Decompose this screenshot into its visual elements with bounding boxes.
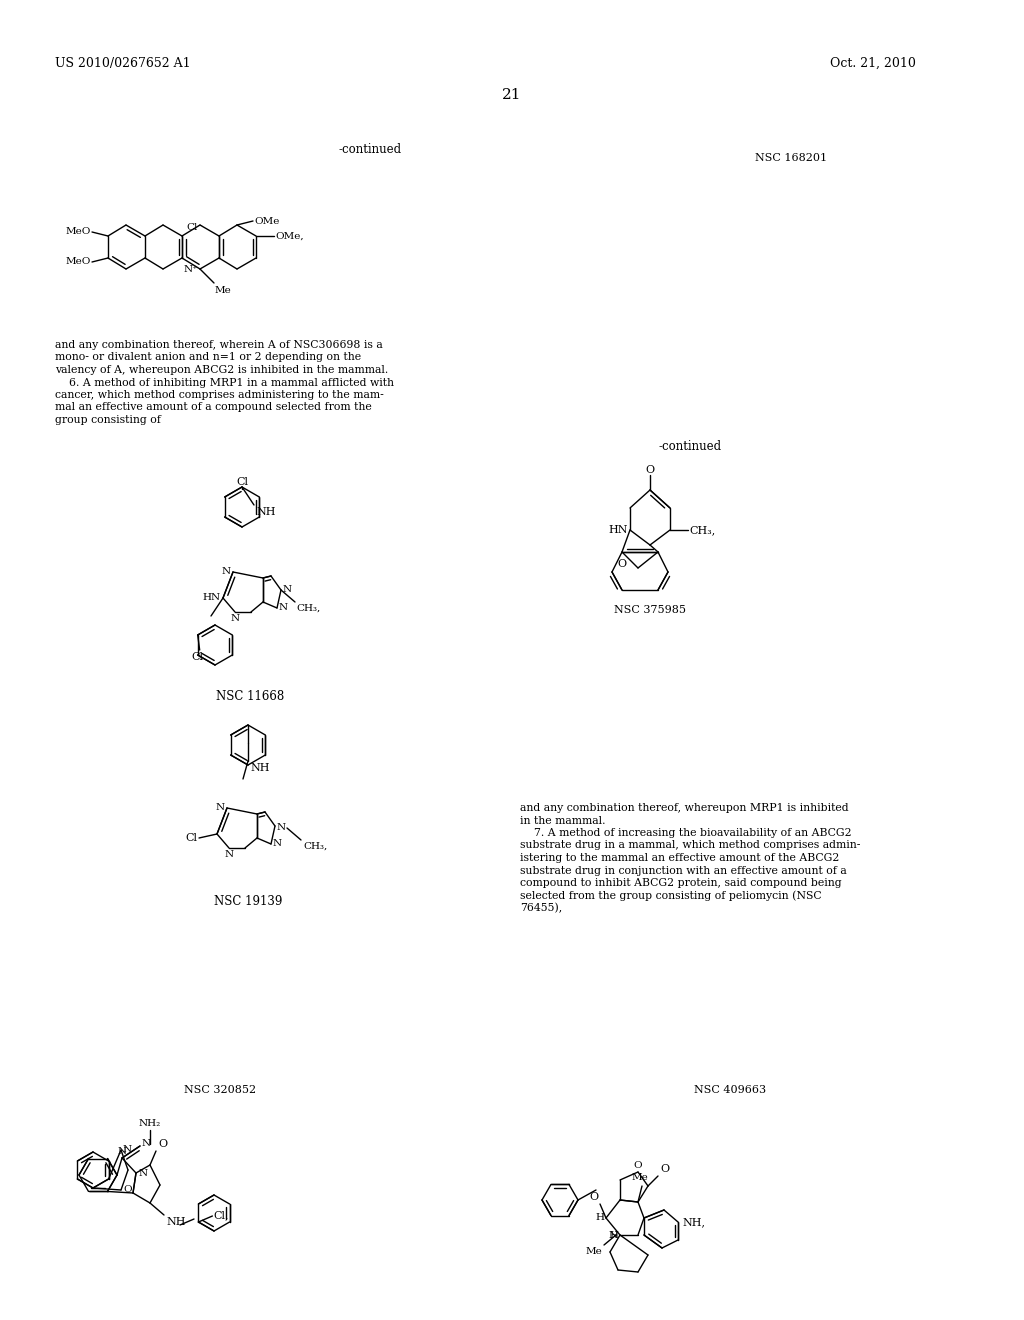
Text: 6. A method of inhibiting MRP1 in a mammal afflicted with: 6. A method of inhibiting MRP1 in a mamm… bbox=[55, 378, 394, 388]
Text: compound to inhibit ABCG2 protein, said compound being: compound to inhibit ABCG2 protein, said … bbox=[520, 878, 842, 888]
Text: O: O bbox=[660, 1164, 669, 1173]
Text: MeO: MeO bbox=[66, 227, 91, 236]
Text: MeO: MeO bbox=[66, 257, 91, 267]
Text: NH: NH bbox=[166, 1217, 185, 1228]
Text: istering to the mammal an effective amount of the ABCG2: istering to the mammal an effective amou… bbox=[520, 853, 840, 863]
Text: group consisting of: group consisting of bbox=[55, 414, 161, 425]
Text: HN: HN bbox=[608, 525, 628, 535]
Text: HN: HN bbox=[203, 594, 221, 602]
Text: O: O bbox=[589, 1192, 598, 1203]
Text: 7. A method of increasing the bioavailability of an ABCG2: 7. A method of increasing the bioavailab… bbox=[520, 828, 852, 838]
Text: O: O bbox=[158, 1139, 167, 1148]
Text: H: H bbox=[595, 1213, 604, 1222]
Text: O: O bbox=[617, 558, 627, 569]
Text: O: O bbox=[123, 1185, 132, 1195]
Text: US 2010/0267652 A1: US 2010/0267652 A1 bbox=[55, 57, 190, 70]
Text: N: N bbox=[283, 586, 292, 594]
Text: N: N bbox=[142, 1139, 152, 1148]
Text: O: O bbox=[634, 1162, 642, 1170]
Text: CH₃,: CH₃, bbox=[303, 842, 328, 851]
Text: substrate drug in a mammal, which method comprises admin-: substrate drug in a mammal, which method… bbox=[520, 841, 860, 850]
Text: NSC 409663: NSC 409663 bbox=[694, 1085, 766, 1096]
Text: N: N bbox=[273, 840, 283, 849]
Text: N⁺: N⁺ bbox=[183, 264, 198, 273]
Text: N: N bbox=[609, 1230, 618, 1239]
Text: NSC 375985: NSC 375985 bbox=[614, 605, 686, 615]
Text: and any combination thereof, whereupon MRP1 is inhibited: and any combination thereof, whereupon M… bbox=[520, 803, 849, 813]
Text: substrate drug in conjunction with an effective amount of a: substrate drug in conjunction with an ef… bbox=[520, 866, 847, 875]
Text: cancer, which method comprises administering to the mam-: cancer, which method comprises administe… bbox=[55, 389, 384, 400]
Text: NSC 320852: NSC 320852 bbox=[184, 1085, 256, 1096]
Text: in the mammal.: in the mammal. bbox=[520, 816, 605, 825]
Text: 76455),: 76455), bbox=[520, 903, 562, 913]
Text: Cl: Cl bbox=[191, 652, 204, 663]
Text: O: O bbox=[645, 465, 654, 475]
Text: CH₃,: CH₃, bbox=[296, 605, 321, 612]
Text: -continued: -continued bbox=[339, 143, 401, 156]
Text: NH,: NH, bbox=[682, 1217, 705, 1228]
Text: N: N bbox=[216, 804, 225, 813]
Text: selected from the group consisting of peliomycin (NSC: selected from the group consisting of pe… bbox=[520, 891, 821, 902]
Text: CH₃,: CH₃, bbox=[689, 525, 715, 535]
Text: N: N bbox=[279, 603, 288, 612]
Text: and any combination thereof, wherein A of NSC306698 is a: and any combination thereof, wherein A o… bbox=[55, 341, 383, 350]
Text: NSC 168201: NSC 168201 bbox=[755, 153, 827, 162]
Text: Me: Me bbox=[215, 286, 231, 294]
Text: Cl: Cl bbox=[236, 477, 248, 487]
Text: N: N bbox=[224, 850, 233, 859]
Text: N: N bbox=[230, 614, 240, 623]
Text: OMe,: OMe, bbox=[275, 231, 304, 240]
Text: N: N bbox=[139, 1168, 148, 1177]
Text: Cl: Cl bbox=[185, 833, 197, 843]
Text: Me: Me bbox=[632, 1173, 648, 1181]
Text: NH: NH bbox=[250, 763, 269, 774]
Text: Oct. 21, 2010: Oct. 21, 2010 bbox=[830, 57, 915, 70]
Text: Cl,: Cl, bbox=[213, 1210, 229, 1220]
Text: mono- or divalent anion and n=1 or 2 depending on the: mono- or divalent anion and n=1 or 2 dep… bbox=[55, 352, 361, 363]
Text: OMe: OMe bbox=[254, 216, 280, 226]
Text: NSC 19139: NSC 19139 bbox=[214, 895, 283, 908]
Text: valency of A, whereupon ABCG2 is inhibited in the mammal.: valency of A, whereupon ABCG2 is inhibit… bbox=[55, 366, 388, 375]
Text: -continued: -continued bbox=[658, 440, 722, 453]
Text: mal an effective amount of a compound selected from the: mal an effective amount of a compound se… bbox=[55, 403, 372, 412]
Text: NH₂: NH₂ bbox=[139, 1119, 161, 1129]
Text: N: N bbox=[123, 1146, 132, 1155]
Text: H: H bbox=[609, 1230, 618, 1239]
Text: Me: Me bbox=[586, 1247, 602, 1257]
Text: Cl⁻: Cl⁻ bbox=[186, 223, 203, 232]
Text: N: N bbox=[118, 1147, 127, 1156]
Text: NH: NH bbox=[256, 507, 275, 517]
Text: 21: 21 bbox=[502, 88, 522, 102]
Text: NSC 11668: NSC 11668 bbox=[216, 690, 284, 704]
Text: N: N bbox=[278, 824, 286, 833]
Text: N: N bbox=[222, 568, 231, 577]
